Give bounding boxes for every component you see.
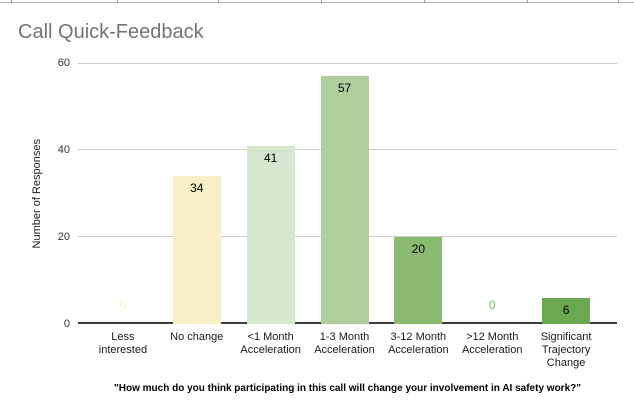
y-axis-title-box: Number of Responses bbox=[28, 63, 46, 324]
sheet-column-border bbox=[218, 0, 219, 3]
bar-value-label: 34 bbox=[190, 181, 204, 195]
bar-value-label: 6 bbox=[562, 303, 570, 317]
x-axis-category-label: 1-3 Month Acceleration bbox=[314, 331, 375, 356]
y-axis-tick-label: 0 bbox=[63, 318, 70, 330]
bar-column-1-month-acceleration: 41 bbox=[234, 63, 308, 324]
y-axis-tick-label: 20 bbox=[57, 231, 70, 243]
sheet-column-border bbox=[424, 0, 425, 3]
sheet-column-border bbox=[321, 0, 322, 3]
x-axis-labels: Less interested No change <1 Month Acceler… bbox=[78, 331, 617, 370]
bar-column-3-12-month-acceleration: 20 bbox=[381, 63, 455, 324]
bar-3-12-month-acceleration[interactable]: 20 bbox=[394, 237, 443, 324]
bar-column-less-interested: 0 bbox=[86, 63, 160, 324]
bar-value-label: 57 bbox=[337, 81, 352, 95]
bar-column-significant-trajectory-change: 6 bbox=[529, 63, 603, 324]
bars-row: 0 34 41 57 20 0 6 bbox=[78, 63, 617, 324]
bar-value-label: 41 bbox=[263, 151, 278, 165]
bar-no-change[interactable]: 34 bbox=[172, 176, 221, 324]
chart-title: Call Quick-Feedback bbox=[18, 21, 204, 43]
x-axis-category-label: Less interested bbox=[98, 331, 148, 356]
bar-1-3-month-acceleration[interactable]: 57 bbox=[320, 76, 369, 324]
x-axis-category-label: <1 Month Acceleration bbox=[240, 331, 301, 356]
bar-1-month-acceleration[interactable]: 41 bbox=[246, 146, 295, 324]
x-axis-category-label: No change bbox=[170, 331, 224, 343]
bar-value-label: 20 bbox=[411, 242, 426, 256]
y-gridline bbox=[78, 63, 617, 64]
sheet-column-border bbox=[11, 0, 12, 3]
x-axis-category-label: >12 Month Acceleration bbox=[461, 331, 523, 356]
bar-column-1-3-month-acceleration: 57 bbox=[308, 63, 382, 324]
bar-column-12-month-acceleration: 0 bbox=[455, 63, 529, 324]
sheet-row-border bbox=[0, 2, 634, 3]
sheet-column-border bbox=[527, 0, 528, 3]
x-axis-category-label: 3-12 Month Acceleration bbox=[388, 331, 449, 356]
chart-footnote: "How much do you think participating in … bbox=[114, 383, 581, 394]
sheet-column-border bbox=[117, 0, 118, 3]
bar-column-no-change: 34 bbox=[160, 63, 234, 324]
y-axis-tick-label: 40 bbox=[57, 144, 70, 156]
bar-significant-trajectory-change[interactable]: 6 bbox=[542, 298, 591, 324]
bar-value-label: 0 bbox=[488, 298, 496, 312]
x-axis-category-label: Significant Trajectory Change bbox=[540, 331, 592, 369]
y-axis-tick-label: 60 bbox=[57, 57, 70, 69]
bar-value-label: 0 bbox=[119, 298, 127, 312]
sheet-column-border bbox=[618, 0, 619, 3]
